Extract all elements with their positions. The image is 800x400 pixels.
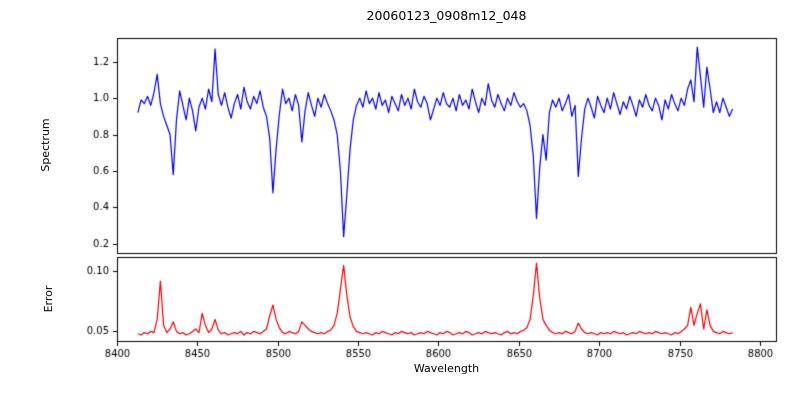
x-axis-label: Wavelength <box>413 362 480 375</box>
error-axis-label: Error <box>42 285 55 313</box>
chart-title: 20060123_0908m12_048 <box>366 8 527 23</box>
spectrum-axis-label: Spectrum <box>39 118 52 172</box>
